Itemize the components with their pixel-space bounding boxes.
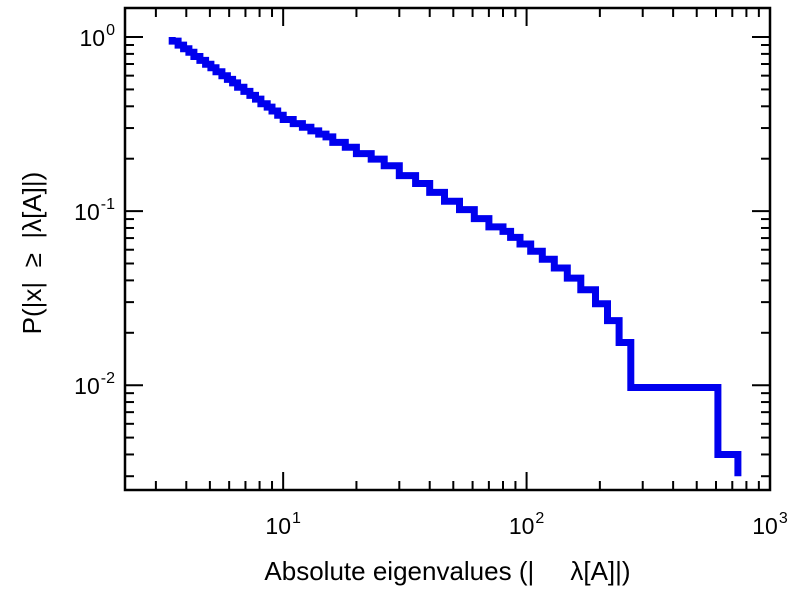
x-tick-label: 103	[752, 510, 788, 539]
x-tick-label: 102	[509, 510, 545, 539]
y-tick-label: 10-2	[74, 370, 115, 399]
ccdf-curve	[168, 37, 742, 477]
x-tick-label: 101	[265, 510, 301, 539]
y-axis-title: P(|x| ≥ |λ[A]|)	[17, 171, 47, 335]
y-tick-label: 10-1	[74, 196, 115, 225]
plot-border	[123, 6, 772, 492]
x-axis-title: Absolute eigenvalues (| λ[A]|)	[264, 556, 631, 586]
y-tick-label: 100	[80, 22, 116, 51]
